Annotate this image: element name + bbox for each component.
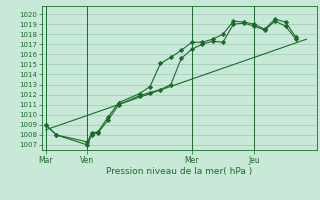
X-axis label: Pression niveau de la mer( hPa ): Pression niveau de la mer( hPa )	[106, 167, 252, 176]
